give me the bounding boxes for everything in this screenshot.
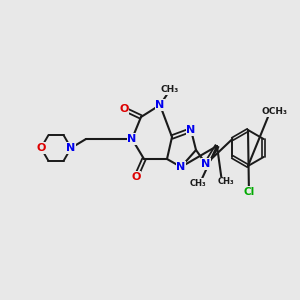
- Text: CH₃: CH₃: [190, 178, 206, 188]
- Text: N: N: [66, 143, 76, 153]
- Text: OCH₃: OCH₃: [261, 107, 287, 116]
- Text: N: N: [155, 100, 165, 110]
- Text: N: N: [176, 162, 186, 172]
- Text: O: O: [36, 143, 46, 153]
- Text: CH₃: CH₃: [218, 178, 234, 187]
- Text: N: N: [201, 159, 211, 169]
- Text: N: N: [186, 125, 196, 135]
- Text: N: N: [128, 134, 136, 144]
- Text: CH₃: CH₃: [161, 85, 179, 94]
- Text: O: O: [131, 172, 141, 182]
- Text: O: O: [119, 104, 129, 114]
- Text: Cl: Cl: [243, 187, 255, 197]
